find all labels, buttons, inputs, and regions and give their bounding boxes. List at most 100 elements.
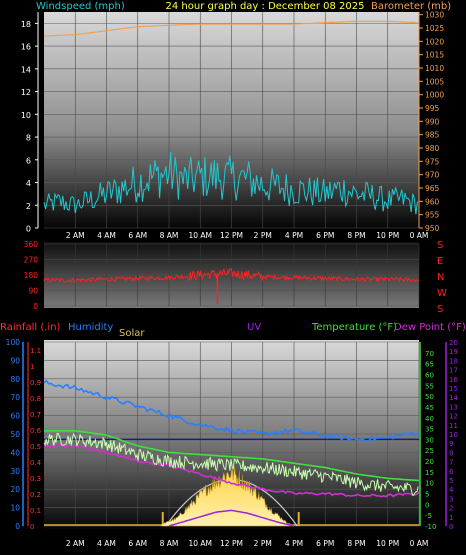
y-tick-label: 12 bbox=[21, 88, 31, 97]
temperature-tick-label: 55 bbox=[425, 382, 434, 390]
uv-tick-label: 5 bbox=[449, 477, 453, 485]
uv-tick-label: 9 bbox=[449, 440, 453, 448]
compass-label: S bbox=[437, 304, 443, 315]
y-tick-label: 180 bbox=[24, 271, 39, 280]
temperature-trace bbox=[43, 432, 419, 496]
x-tick-label: 0 AM bbox=[410, 539, 429, 548]
uv-tick-label: 20 bbox=[449, 339, 458, 347]
temperature-line bbox=[44, 429, 420, 482]
temperature-tick-label: 20 bbox=[425, 458, 434, 466]
x-tick-label: 6 PM bbox=[316, 539, 334, 548]
x-tick-label: 0 AM bbox=[410, 231, 429, 240]
humidity-tick-label: 20 bbox=[10, 485, 20, 494]
humidity-tick-label: 60 bbox=[10, 412, 20, 421]
y2-tick-label: 1005 bbox=[425, 77, 444, 86]
uv-tick-label: 8 bbox=[449, 449, 453, 457]
humidity-tick-label: 0 bbox=[15, 522, 20, 531]
rain-tick-label: 0.7 bbox=[30, 411, 41, 419]
temperature-tick-label: 45 bbox=[425, 404, 434, 412]
uv-tick-label: 10 bbox=[449, 431, 458, 439]
humidity-tick-label: 90 bbox=[10, 356, 20, 365]
y-tick-label: 90 bbox=[28, 287, 38, 296]
uv-tick-label: 0 bbox=[449, 523, 453, 531]
compass-label: W bbox=[437, 288, 447, 299]
x-tick-label: 4 AM bbox=[97, 539, 116, 548]
temperature-tick-label: 70 bbox=[425, 350, 434, 358]
y-tick-label: 2 bbox=[26, 202, 31, 211]
direction-panel-axes: 0 90 180 270 360 bbox=[24, 240, 39, 311]
temperature-tick-label: 0 bbox=[425, 501, 429, 509]
y-tick-label: 14 bbox=[21, 65, 31, 74]
rain-tick-label: 0.6 bbox=[30, 427, 42, 435]
humidity-tick-label: 30 bbox=[10, 467, 20, 476]
temperature-tick-label: -10 bbox=[425, 523, 436, 531]
y2-tick-label: 1010 bbox=[425, 64, 444, 73]
x-tick-label: 4 PM bbox=[285, 231, 303, 240]
y-tick-label: 270 bbox=[24, 256, 39, 265]
temperature-tick-label: 60 bbox=[425, 371, 434, 379]
wind-direction-line bbox=[43, 267, 420, 284]
y-tick-label: 10 bbox=[21, 111, 31, 120]
y2-tick-label: 955 bbox=[425, 211, 440, 220]
temperature-tick-label: 25 bbox=[425, 447, 434, 455]
x-tick-label: 4 AM bbox=[97, 231, 116, 240]
x-tick-label: 6 AM bbox=[128, 539, 147, 548]
y2-tick-label: 995 bbox=[425, 104, 440, 113]
y2-tick-label: 975 bbox=[425, 157, 440, 166]
solar-area bbox=[160, 465, 295, 527]
y2-tick-label: 950 bbox=[425, 224, 440, 233]
wind-panel-series bbox=[43, 20, 420, 215]
y-tick-label: 0 bbox=[26, 225, 31, 234]
uv-tick-label: 17 bbox=[449, 367, 458, 375]
y2-tick-label: 1030 bbox=[425, 11, 444, 20]
y2-tick-label: 1015 bbox=[425, 51, 444, 60]
legend-dewpoint: Dew Point (°F) bbox=[394, 322, 466, 333]
temperature-tick-label: 15 bbox=[425, 469, 434, 477]
y-tick-label: 360 bbox=[24, 240, 39, 249]
uv-line bbox=[168, 509, 295, 527]
uv-tick-label: 12 bbox=[449, 413, 458, 421]
x-tick-label: 8 AM bbox=[160, 231, 179, 240]
uv-tick-label: 18 bbox=[449, 357, 458, 365]
temperature-tick-label: 5 bbox=[425, 491, 429, 499]
rain-tick-label: 1 bbox=[30, 363, 34, 371]
x-tick-label: 8 PM bbox=[347, 231, 365, 240]
x-tick-label: 6 PM bbox=[316, 231, 334, 240]
temperature-tick-label: 40 bbox=[425, 415, 434, 423]
rain-tick-label: 0.8 bbox=[30, 395, 41, 403]
direction-panel-series bbox=[43, 267, 420, 305]
legend-solar: Solar bbox=[119, 328, 145, 339]
direction-panel-grid bbox=[44, 243, 420, 307]
humidity-tick-label: 80 bbox=[10, 375, 20, 384]
uv-tick-label: 19 bbox=[449, 348, 458, 356]
y-tick-label: 6 bbox=[26, 156, 31, 165]
humidity-tick-label: 40 bbox=[10, 448, 20, 457]
x-tick-label: 10 PM bbox=[376, 539, 399, 548]
rain-tick-label: 0.2 bbox=[30, 491, 41, 499]
humidity-tick-label: 100 bbox=[6, 338, 21, 347]
x-tick-label: 12 PM bbox=[220, 539, 243, 548]
windspeed-line bbox=[43, 152, 418, 215]
uv-tick-label: 6 bbox=[449, 468, 454, 476]
x-tick-label: 10 AM bbox=[188, 539, 212, 548]
y2-tick-label: 980 bbox=[425, 144, 440, 153]
wind-panel-axes: 0 2 4 6 8 10 12 14 16 18 950 955 960 965 970 975 980 985 9… bbox=[21, 11, 445, 240]
uv-tick-label: 4 bbox=[449, 486, 454, 494]
x-tick-label: 2 PM bbox=[254, 231, 272, 240]
y2-tick-label: 1000 bbox=[425, 91, 444, 100]
rain-tick-label: 0 bbox=[30, 523, 34, 531]
rain-tick-label: 0.4 bbox=[30, 459, 42, 467]
chart-title: 24 hour graph day : December 08 2025 bbox=[166, 1, 365, 12]
y2-tick-label: 990 bbox=[425, 117, 440, 126]
uv-tick-label: 16 bbox=[449, 376, 458, 384]
x-tick-label: 4 PM bbox=[285, 539, 303, 548]
y-tick-label: 0 bbox=[33, 302, 38, 311]
y-tick-label: 8 bbox=[26, 134, 31, 143]
x-tick-label: 12 PM bbox=[220, 231, 243, 240]
humidity-line bbox=[43, 379, 420, 442]
compass-label: S bbox=[437, 240, 443, 251]
uv-tick-label: 7 bbox=[449, 459, 453, 467]
y-tick-label: 4 bbox=[26, 179, 31, 188]
windspeed-axis-title: Windspeed (mph) bbox=[36, 1, 125, 12]
uv-tick-label: 3 bbox=[449, 495, 453, 503]
